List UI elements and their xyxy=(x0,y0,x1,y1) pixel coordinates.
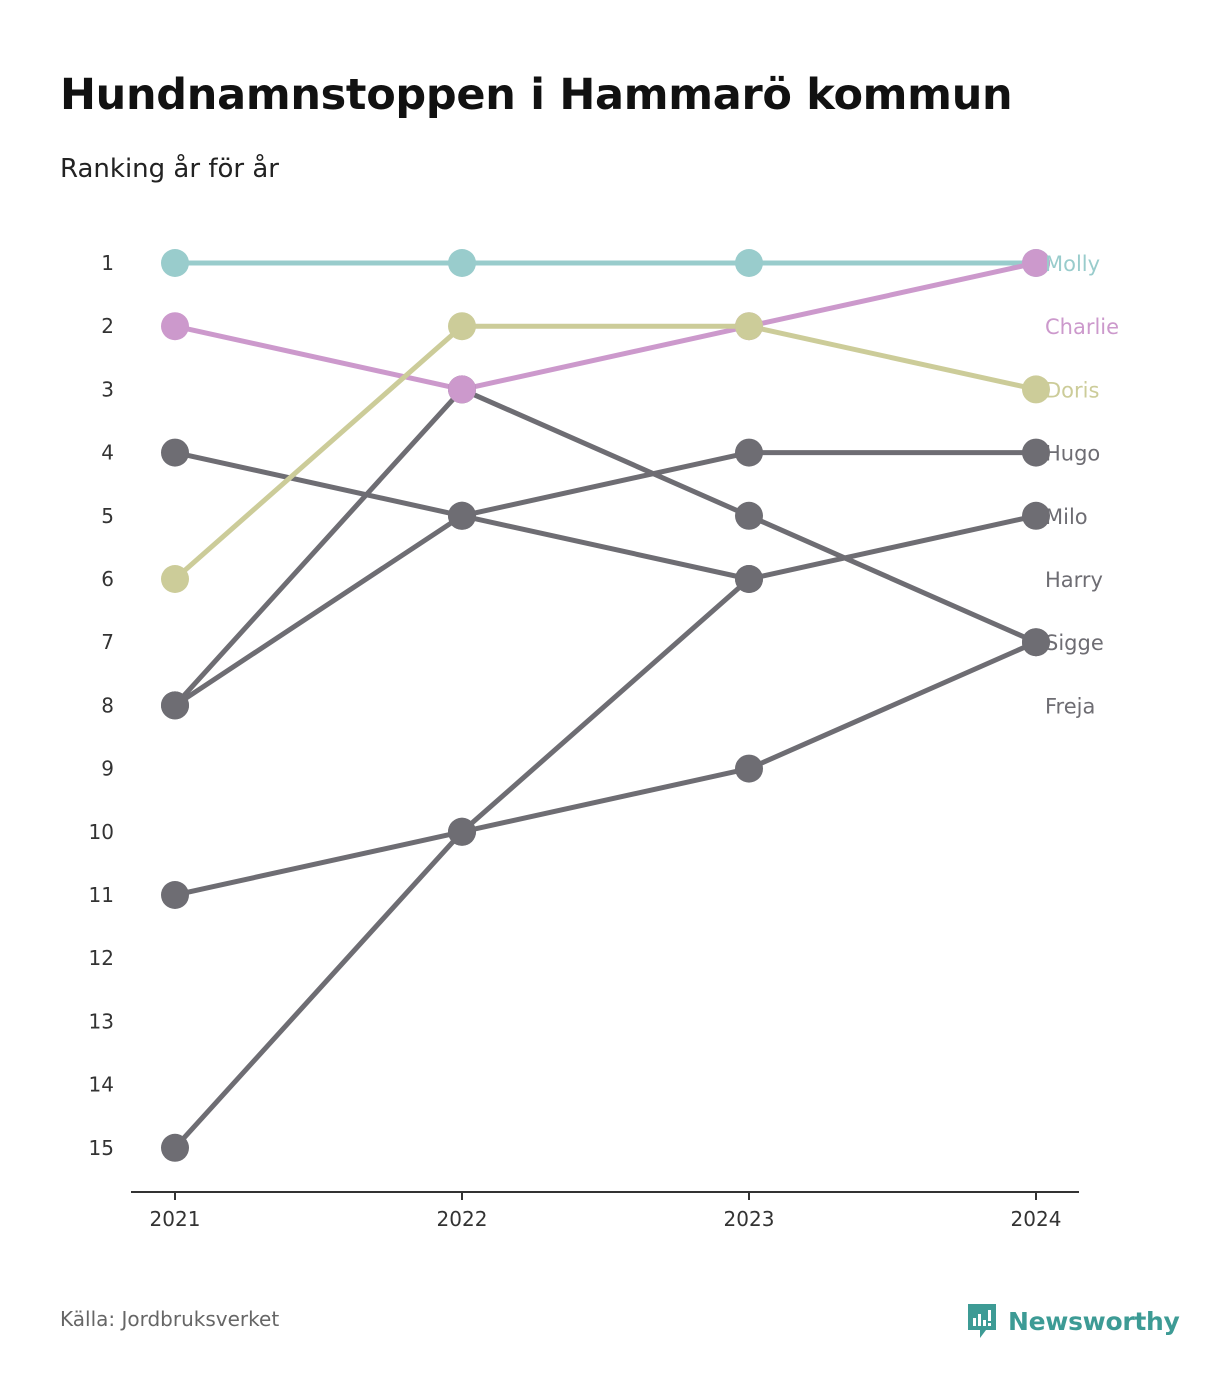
data-point-doris xyxy=(448,312,476,341)
rank-tick-label: 13 xyxy=(89,1009,114,1033)
data-point-freja xyxy=(161,691,189,720)
year-tick-label: 2023 xyxy=(724,1207,775,1231)
data-point-harry xyxy=(735,565,763,593)
rank-tick-label: 10 xyxy=(89,820,114,844)
end-label-hugo: Hugo xyxy=(1045,442,1100,466)
series-line-segment-sigge xyxy=(746,639,1039,772)
rank-tick-label: 9 xyxy=(101,757,114,781)
series-milo xyxy=(172,513,1039,1151)
data-point-molly xyxy=(735,249,763,277)
data-point-molly xyxy=(161,249,189,277)
rank-tick-label: 5 xyxy=(101,504,114,528)
end-label-milo: Milo xyxy=(1045,505,1088,529)
rank-tick-label: 2 xyxy=(101,314,114,338)
series-line-segment-freja xyxy=(746,513,1039,645)
rank-tick-label: 4 xyxy=(101,441,114,465)
data-point-milo xyxy=(161,1133,189,1162)
series-line-segment-harry xyxy=(172,450,465,519)
brand-name: Newsworthy xyxy=(1008,1306,1180,1336)
data-point-hugo xyxy=(1022,438,1050,467)
rank-tick-label: 14 xyxy=(89,1073,114,1097)
newsworthy-logo[interactable]: Newsworthy xyxy=(966,1302,1180,1340)
series-line-segment-charlie xyxy=(746,260,1039,329)
rank-tick-label: 7 xyxy=(101,630,114,654)
series-points xyxy=(161,249,1050,1162)
series-freja xyxy=(172,386,1039,708)
series-line-segment-charlie xyxy=(459,323,752,392)
series-points-harry xyxy=(161,438,763,593)
data-point-doris xyxy=(161,565,189,593)
rank-tick-label: 1 xyxy=(101,251,114,275)
series-points-milo xyxy=(161,501,1050,1162)
series-line-segment-hugo xyxy=(172,513,465,708)
end-label-freja: Freja xyxy=(1045,694,1095,718)
end-label-charlie: Charlie xyxy=(1045,315,1119,339)
series-line-segment-harry xyxy=(459,513,752,582)
data-point-harry xyxy=(161,438,189,467)
series-line-segment-milo xyxy=(459,576,752,835)
series-sigge xyxy=(172,639,1039,898)
rank-tick-label: 15 xyxy=(89,1136,114,1160)
data-point-sigge xyxy=(161,881,189,909)
series-line-segment-charlie xyxy=(172,323,465,392)
data-point-doris xyxy=(1022,375,1050,404)
data-point-molly xyxy=(448,249,476,277)
series-doris xyxy=(172,323,1039,582)
end-label-doris: Doris xyxy=(1045,378,1099,402)
series-hugo xyxy=(172,450,1039,708)
series-line-segment-sigge xyxy=(459,766,752,835)
data-point-sigge xyxy=(448,817,476,846)
data-point-harry xyxy=(448,501,476,530)
chart-title: Hundnamnstoppen i Hammarö kommun xyxy=(60,70,1013,120)
series-line-segment-freja xyxy=(459,386,752,519)
rank-tick-label: 6 xyxy=(101,567,114,591)
series-line-segment-hugo xyxy=(459,450,752,519)
data-point-freja xyxy=(1022,628,1050,657)
series-charlie xyxy=(172,260,1039,392)
year-tick-label: 2022 xyxy=(437,1207,488,1231)
year-tick-label: 2024 xyxy=(1011,1207,1062,1231)
series-line-segment-freja xyxy=(172,386,465,708)
data-point-hugo xyxy=(735,438,763,467)
data-point-sigge xyxy=(735,754,763,783)
data-point-charlie xyxy=(1022,249,1050,277)
series-line-segment-milo xyxy=(172,829,465,1151)
end-label-sigge: Sigge xyxy=(1045,631,1104,655)
series-lines xyxy=(172,260,1039,1151)
end-label-molly: Molly xyxy=(1045,252,1100,276)
series-line-segment-sigge xyxy=(172,829,465,898)
series-harry xyxy=(172,450,752,582)
series-line-segment-doris xyxy=(746,323,1039,392)
source-note: Källa: Jordbruksverket xyxy=(60,1307,280,1331)
chart-subtitle: Ranking år för år xyxy=(60,154,279,184)
data-point-milo xyxy=(1022,501,1050,530)
year-axis: 2021 2022 2023 2024 xyxy=(131,1191,1079,1231)
rank-tick-label: 8 xyxy=(101,693,114,717)
data-point-freja xyxy=(735,501,763,530)
rank-tick-label: 11 xyxy=(89,883,114,907)
series-line-segment-milo xyxy=(746,513,1039,582)
rank-tick-label: 3 xyxy=(101,377,114,401)
data-point-charlie xyxy=(448,375,476,404)
end-label-harry: Harry xyxy=(1045,568,1103,592)
series-end-labels: Molly Charlie Doris Hugo Milo Harry Sigge Freja xyxy=(1045,252,1119,718)
series-line-segment-doris xyxy=(172,323,465,582)
data-point-charlie xyxy=(161,312,189,341)
rank-tick-label: 12 xyxy=(89,946,114,970)
newsworthy-logo-icon xyxy=(968,1304,996,1338)
year-tick-label: 2021 xyxy=(150,1207,201,1231)
series-points-doris xyxy=(161,312,1050,593)
data-point-doris xyxy=(735,312,763,341)
